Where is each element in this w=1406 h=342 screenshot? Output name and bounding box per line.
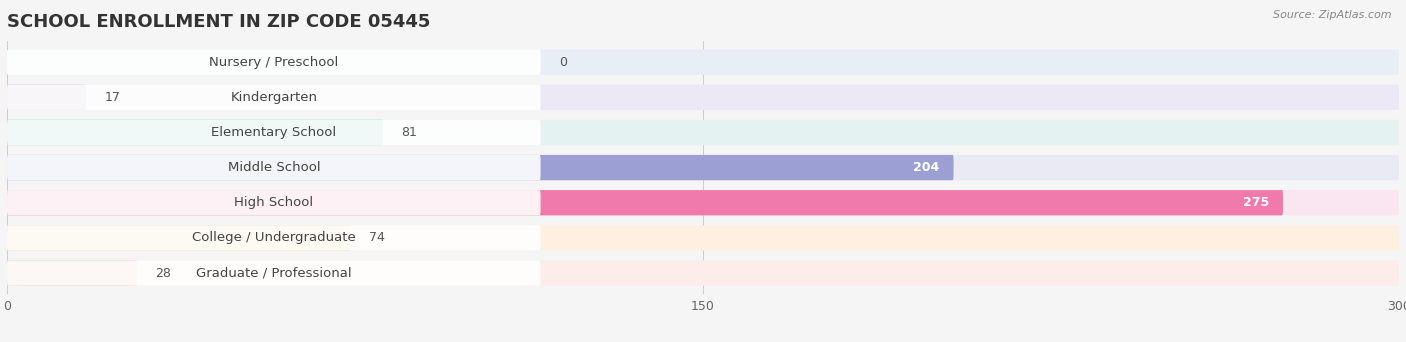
FancyBboxPatch shape bbox=[7, 155, 1399, 180]
Text: Elementary School: Elementary School bbox=[211, 126, 336, 139]
FancyBboxPatch shape bbox=[7, 84, 1399, 110]
Text: Source: ZipAtlas.com: Source: ZipAtlas.com bbox=[1274, 10, 1392, 20]
FancyBboxPatch shape bbox=[7, 120, 1399, 145]
Text: 204: 204 bbox=[914, 161, 939, 174]
FancyBboxPatch shape bbox=[7, 50, 540, 75]
Text: 17: 17 bbox=[104, 91, 121, 104]
Text: Middle School: Middle School bbox=[228, 161, 321, 174]
FancyBboxPatch shape bbox=[7, 225, 1399, 251]
Text: High School: High School bbox=[235, 196, 314, 209]
FancyBboxPatch shape bbox=[7, 260, 540, 286]
Text: Kindergarten: Kindergarten bbox=[231, 91, 318, 104]
FancyBboxPatch shape bbox=[7, 155, 953, 180]
FancyBboxPatch shape bbox=[7, 260, 1399, 286]
FancyBboxPatch shape bbox=[7, 84, 86, 110]
FancyBboxPatch shape bbox=[7, 190, 540, 215]
Text: 74: 74 bbox=[368, 232, 385, 245]
FancyBboxPatch shape bbox=[7, 190, 1282, 215]
Text: 28: 28 bbox=[156, 266, 172, 279]
Text: College / Undergraduate: College / Undergraduate bbox=[193, 232, 356, 245]
FancyBboxPatch shape bbox=[7, 190, 1399, 215]
FancyBboxPatch shape bbox=[7, 120, 540, 145]
FancyBboxPatch shape bbox=[7, 225, 540, 251]
FancyBboxPatch shape bbox=[7, 120, 382, 145]
FancyBboxPatch shape bbox=[7, 84, 540, 110]
Text: 275: 275 bbox=[1243, 196, 1270, 209]
Text: SCHOOL ENROLLMENT IN ZIP CODE 05445: SCHOOL ENROLLMENT IN ZIP CODE 05445 bbox=[7, 13, 430, 31]
Text: 81: 81 bbox=[402, 126, 418, 139]
Text: Graduate / Professional: Graduate / Professional bbox=[195, 266, 352, 279]
FancyBboxPatch shape bbox=[7, 50, 1399, 75]
FancyBboxPatch shape bbox=[7, 260, 136, 286]
FancyBboxPatch shape bbox=[7, 155, 540, 180]
FancyBboxPatch shape bbox=[7, 225, 350, 251]
Text: Nursery / Preschool: Nursery / Preschool bbox=[209, 56, 339, 69]
Text: 0: 0 bbox=[560, 56, 567, 69]
